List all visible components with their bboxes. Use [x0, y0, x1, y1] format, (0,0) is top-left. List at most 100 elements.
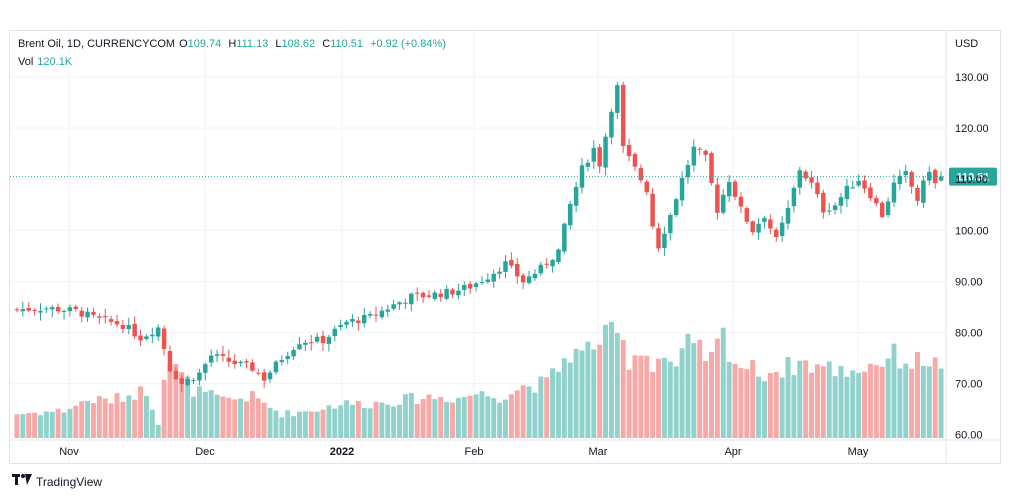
- candle-body: [138, 335, 143, 341]
- volume-bar: [220, 396, 226, 438]
- candle-body: [256, 372, 261, 374]
- candle-body: [779, 222, 785, 237]
- volume-bar: [167, 364, 173, 438]
- candle-body: [597, 147, 602, 167]
- candle-body: [344, 321, 349, 325]
- candle-body: [903, 170, 908, 176]
- volume-bar: [514, 390, 520, 438]
- volume-bar: [244, 401, 249, 438]
- volume-bar: [679, 348, 685, 438]
- volume-bar: [55, 408, 61, 438]
- volume-bar: [532, 392, 538, 438]
- change-value: +0.92 (+0.84%): [370, 38, 446, 50]
- candle-body: [620, 84, 626, 146]
- candle-body: [350, 319, 355, 322]
- volume-bar: [567, 362, 573, 438]
- candle-body: [208, 355, 214, 363]
- volume-bar: [426, 394, 432, 438]
- volume-bar: [226, 397, 232, 438]
- tradingview-branding[interactable]: TradingView: [12, 474, 102, 489]
- candle-body: [61, 311, 67, 313]
- volume-bar: [67, 408, 73, 438]
- candle-body: [856, 180, 861, 186]
- volume-bar: [703, 360, 709, 438]
- candle-body: [91, 311, 96, 315]
- candle-body: [709, 153, 714, 183]
- candle-body: [785, 207, 791, 224]
- volume-bar: [255, 398, 261, 438]
- volume-bar: [297, 411, 302, 438]
- volume-bar: [844, 376, 850, 438]
- x-tick-label: May: [848, 446, 869, 458]
- volume-bar: [185, 376, 191, 438]
- volume-bar: [267, 407, 273, 438]
- volume-bar: [591, 349, 597, 438]
- volume-bar: [497, 402, 503, 438]
- y-tick-label: 120.00: [955, 123, 989, 135]
- volume-bar: [432, 399, 438, 438]
- candle-body: [385, 309, 391, 312]
- candle-body: [756, 223, 761, 233]
- volume-bar: [155, 424, 161, 438]
- candle-body: [238, 361, 243, 364]
- volume-bar: [273, 410, 279, 438]
- y-tick-label: 80.00: [955, 328, 983, 340]
- volume-bar: [385, 404, 391, 438]
- volume-bar: [773, 372, 779, 438]
- volume-bar: [856, 373, 862, 438]
- candle-body: [562, 223, 567, 252]
- volume-bar: [14, 414, 20, 438]
- candle-body: [150, 334, 155, 337]
- last-price-label: 110.51: [956, 172, 989, 184]
- volume-bar: [349, 404, 355, 438]
- candle-body: [267, 372, 273, 380]
- candle-body: [650, 193, 655, 227]
- candle-body: [897, 175, 903, 185]
- volume-bar: [503, 399, 508, 438]
- candle-body: [885, 201, 891, 216]
- volume-bar: [744, 369, 750, 438]
- candle-body: [309, 342, 314, 344]
- candle-body: [697, 148, 702, 150]
- candle-body: [432, 292, 438, 299]
- volume-bar: [691, 343, 697, 438]
- volume-bar: [626, 369, 632, 438]
- volume-bar: [614, 333, 620, 438]
- volume-bar: [750, 360, 756, 438]
- last-price-tag: [949, 167, 997, 186]
- volume-bar: [344, 400, 350, 438]
- candle-body: [497, 271, 502, 274]
- candle-body: [444, 288, 449, 299]
- candle-body: [44, 308, 49, 310]
- candle-body: [314, 336, 320, 342]
- candle-body: [279, 360, 285, 363]
- candle-body: [367, 313, 373, 316]
- volume-bar: [102, 398, 108, 438]
- candle-body: [703, 150, 708, 155]
- volume-bar: [96, 396, 102, 438]
- volume-bar: [891, 343, 897, 438]
- volume-bar: [620, 340, 626, 438]
- volume-bar: [438, 396, 444, 438]
- candle-body: [73, 306, 79, 309]
- volume-bar: [373, 401, 379, 438]
- volume-bar: [249, 391, 255, 438]
- y-tick-label: 60.00: [955, 430, 983, 442]
- volume-bar: [397, 404, 403, 438]
- candle-body: [556, 249, 561, 263]
- candle-body: [291, 350, 296, 357]
- candle-body: [108, 319, 114, 322]
- volume-bar: [644, 355, 650, 438]
- volume-bar: [302, 411, 308, 438]
- candle-body: [303, 342, 308, 345]
- volume-bar: [291, 416, 297, 438]
- candle-body: [603, 136, 608, 168]
- volume-bar: [479, 391, 485, 438]
- candle-body: [85, 311, 90, 318]
- ohlc-legend: Brent Oil, 1D, CURRENCYCOM O109.74 H111.1…: [18, 38, 450, 50]
- volume-bar: [126, 395, 132, 438]
- volume-bar: [550, 368, 556, 438]
- volume-bar: [90, 403, 96, 438]
- volume-bar: [367, 408, 373, 438]
